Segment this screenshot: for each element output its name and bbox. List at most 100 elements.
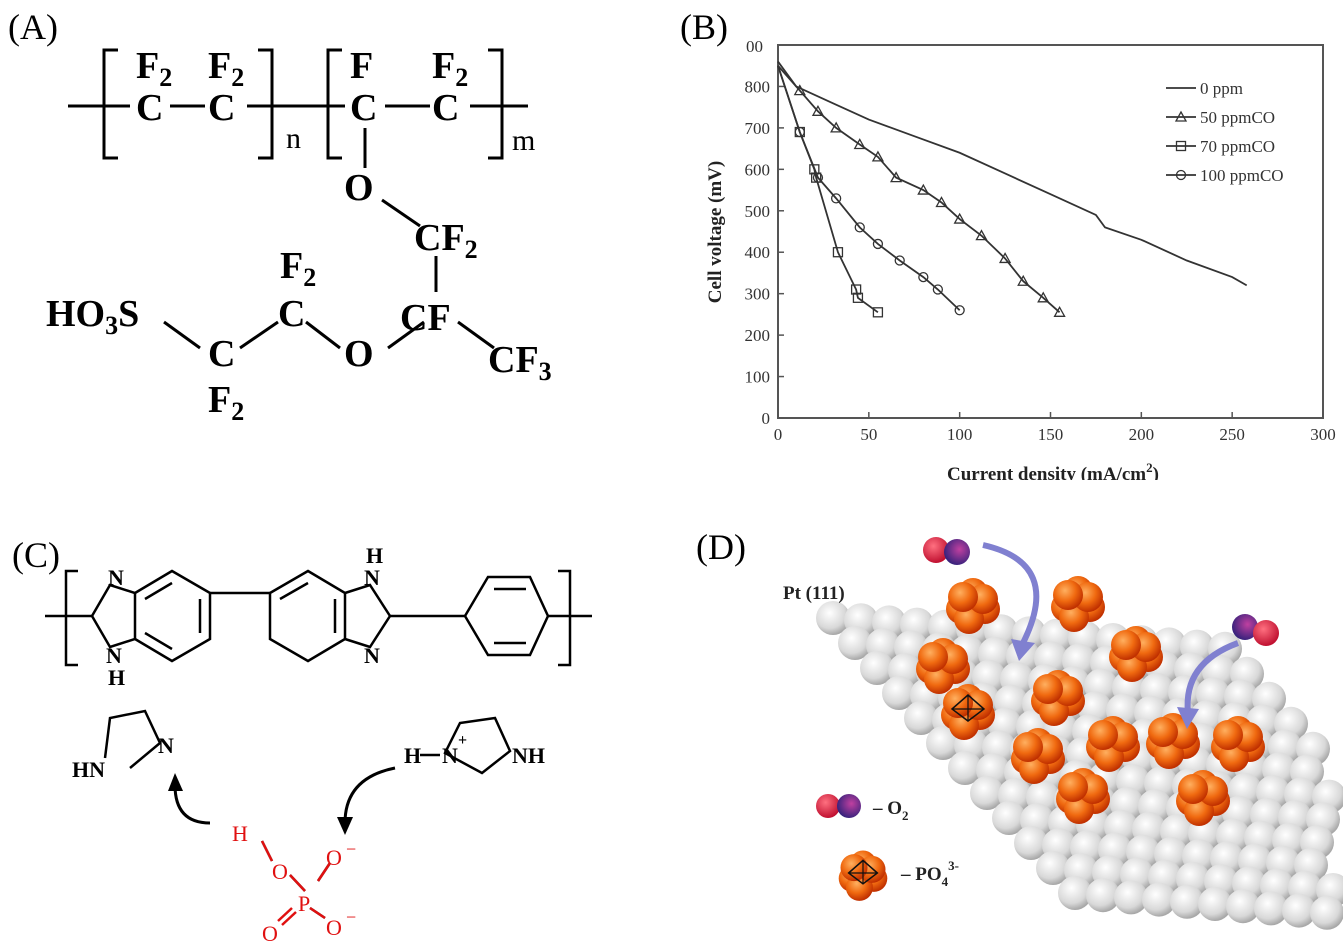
- atom-f2-2: F2: [208, 45, 244, 92]
- pt-atom: [926, 726, 960, 760]
- atom-n-6: N: [442, 743, 458, 768]
- po4-cluster: [1176, 770, 1230, 826]
- x-tick-label: 100: [947, 425, 973, 444]
- atom-h-2: H: [366, 543, 383, 568]
- y-tick-label: 800: [745, 77, 771, 96]
- pt-atom: [904, 701, 938, 735]
- panel-a-label: (A): [8, 7, 58, 47]
- legend-po4: – PO43-: [838, 850, 959, 901]
- x-tick-label: 250: [1219, 425, 1245, 444]
- panel-d-illustration: Pt (111) – O2 – PO43-: [783, 537, 1343, 930]
- pt-atom: [1226, 889, 1260, 924]
- pt-atom: [816, 601, 850, 635]
- data-point: [918, 271, 929, 283]
- y-tick-label: 400: [745, 243, 771, 262]
- atom-n-3: N: [364, 565, 380, 590]
- panel-a-structure: F2 C F2 C n F C F2 C m O CF2 CF CF3 O F2…: [46, 45, 552, 426]
- chart-panel-b: 0 50 100 150 200 250 300 0 100 200 300 400 500 600 700…: [705, 37, 1336, 480]
- pt-atom: [970, 776, 1004, 810]
- atom-c-6: C: [208, 333, 235, 375]
- atom-o-red-2: O: [326, 845, 342, 870]
- data-point: [889, 171, 903, 183]
- arrow-o2-1: [982, 542, 1040, 645]
- panel-c-structure: N N H H N N HN N H N + NH H O O − P O O …: [45, 543, 592, 943]
- data-point: [853, 138, 866, 150]
- pt-atom: [860, 651, 894, 685]
- atom-n-2: N: [106, 643, 122, 668]
- legend-label: 0 ppm: [1200, 79, 1243, 98]
- panel-b-label: (B): [680, 7, 728, 47]
- atom-c-2: C: [208, 87, 235, 129]
- data-point: [794, 126, 805, 138]
- pt-atom: [1114, 880, 1148, 915]
- data-point: [832, 247, 844, 258]
- atom-n-5: N: [158, 733, 174, 758]
- po4-cluster: [838, 850, 888, 901]
- data-point: [1037, 291, 1050, 303]
- y-tick-label: 700: [745, 119, 771, 138]
- po4-cluster: [946, 578, 1000, 634]
- pt-atom: [948, 751, 982, 785]
- atom-c-4: C: [432, 87, 459, 129]
- po4-cluster: [941, 684, 995, 740]
- data-point: [1053, 305, 1066, 317]
- po4-cluster: [1146, 713, 1200, 769]
- atom-n-1: N: [108, 565, 124, 590]
- pt-atom: [1170, 884, 1204, 919]
- data-point: [1175, 140, 1187, 152]
- y-tick-label: 300: [745, 285, 771, 304]
- data-point: [894, 255, 905, 266]
- atom-cf2-side: CF2: [414, 217, 478, 264]
- po4-clusters: [916, 576, 1265, 826]
- atom-nh: NH: [512, 743, 545, 768]
- x-tick-label: 200: [1129, 425, 1155, 444]
- y-tick-label: 100: [745, 368, 771, 387]
- atom-hn: HN: [72, 757, 105, 782]
- data-point: [850, 284, 862, 295]
- x-tick-label: 50: [860, 425, 877, 444]
- atom-f: F: [350, 45, 373, 87]
- data-point: [1017, 274, 1030, 286]
- subscript-m: m: [512, 124, 535, 157]
- legend-label: 50 ppmCO: [1200, 108, 1275, 127]
- pt-atom: [992, 801, 1026, 835]
- subscript-n: n: [286, 122, 301, 155]
- pt-atom: [1036, 851, 1070, 885]
- data-point: [830, 193, 842, 204]
- pt-atom: [838, 626, 872, 660]
- atom-h-red: H: [232, 821, 248, 846]
- po4-cluster: [1109, 626, 1163, 682]
- svg-text:– O2: – O2: [872, 798, 909, 823]
- panel-c-label: (C): [12, 535, 60, 575]
- y-tick-label: 200: [745, 326, 771, 345]
- x-tick-label: 150: [1038, 425, 1064, 444]
- pt-atom: [1058, 876, 1092, 910]
- po4-cluster: [1086, 716, 1140, 772]
- data-point: [793, 84, 806, 96]
- atom-p-red: P: [298, 891, 310, 916]
- atom-f2-3: F2: [432, 45, 468, 92]
- y-tick-label: 500: [745, 202, 771, 221]
- atom-minus-1: −: [346, 839, 356, 859]
- atom-c-1: C: [136, 87, 163, 129]
- legend-o2: – O2: [816, 794, 909, 823]
- po4-cluster: [1211, 716, 1265, 772]
- pt-atom: [1086, 878, 1120, 913]
- series-line: [777, 61, 1248, 287]
- data-point: [932, 284, 944, 295]
- pt-atom: [1198, 887, 1232, 921]
- x-tick-label: 300: [1310, 425, 1336, 444]
- legend-label: 70 ppmCO: [1200, 137, 1275, 156]
- pt-surface-label: Pt (111): [783, 583, 845, 604]
- atom-f2-1: F2: [136, 45, 172, 92]
- legend-label: 100 ppmCO: [1200, 166, 1284, 185]
- data-point: [872, 307, 884, 318]
- data-point: [812, 172, 824, 183]
- chart-xlabel: Current density (mA/cm2): [947, 460, 1159, 480]
- pt-atom: [1282, 893, 1316, 928]
- atom-o-red-1: O: [272, 859, 288, 884]
- atom-c-3: C: [350, 87, 377, 129]
- po4-cluster: [1011, 728, 1065, 784]
- atom-cf3: CF3: [488, 339, 552, 386]
- po4-cluster: [1031, 670, 1085, 726]
